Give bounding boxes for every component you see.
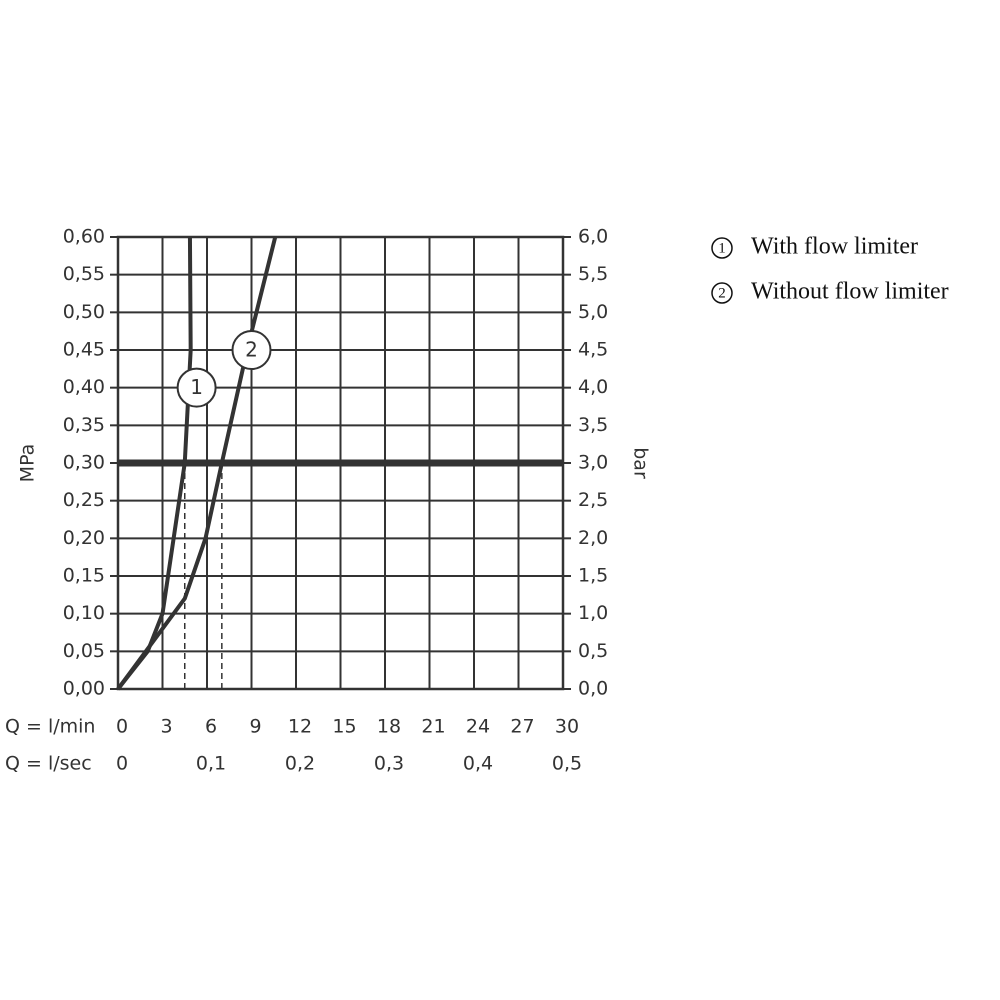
y-tick-label: 0,20 (63, 527, 105, 549)
y2-tick-label: 2,5 (578, 489, 608, 511)
x-tick-label: 30 (555, 716, 579, 738)
y2-tick-label: 0,5 (578, 640, 608, 662)
x2-axis-label: Q = l/sec (5, 753, 92, 775)
annotation-label: 1 (190, 375, 203, 399)
y-tick-label: 0,45 (63, 339, 105, 361)
x-tick-label: 18 (377, 716, 401, 738)
y2-tick-label: 3,0 (578, 452, 608, 474)
legend-label: With flow limiter (751, 234, 918, 260)
x-axis-label: Q = l/min (5, 716, 95, 738)
y-tick-label: 0,55 (63, 263, 105, 285)
x-tick-label: 6 (205, 716, 217, 738)
y-tick-label: 0,60 (63, 226, 105, 248)
x2-tick-label: 0,4 (463, 753, 493, 775)
y-tick-label: 0,25 (63, 489, 105, 511)
legend-number: 2 (718, 285, 726, 301)
x2-tick-label: 0,5 (552, 753, 582, 775)
y2-tick-label: 2,0 (578, 527, 608, 549)
y-axis-label: MPa (17, 444, 39, 483)
y2-tick-label: 4,5 (578, 339, 608, 361)
y-tick-label: 0,30 (63, 452, 105, 474)
y2-tick-label: 3,5 (578, 414, 608, 436)
y2-tick-label: 1,5 (578, 565, 608, 587)
x-tick-label: 9 (249, 716, 261, 738)
y-tick-label: 0,15 (63, 565, 105, 587)
y-tick-label: 0,00 (63, 678, 105, 700)
legend-label: Without flow limiter (751, 279, 949, 305)
legend-badge (711, 237, 733, 259)
annotation-label: 2 (245, 338, 258, 362)
y-tick-label: 0,50 (63, 301, 105, 323)
y2-tick-label: 5,0 (578, 301, 608, 323)
annotation-circle (176, 367, 217, 408)
x-tick-label: 15 (332, 716, 356, 738)
x2-tick-label: 0,3 (374, 753, 404, 775)
y2-tick-label: 4,0 (578, 376, 608, 398)
x2-tick-label: 0,1 (196, 753, 226, 775)
legend-badge (711, 282, 733, 304)
legend-number: 1 (718, 240, 726, 256)
x-tick-label: 27 (510, 716, 534, 738)
x-tick-label: 21 (421, 716, 445, 738)
x2-tick-label: 0 (116, 753, 128, 775)
x2-tick-label: 0,2 (285, 753, 315, 775)
annotation-circle (231, 330, 272, 370)
y-tick-label: 0,40 (63, 376, 105, 398)
y2-tick-label: 5,5 (578, 263, 608, 285)
y-tick-label: 0,35 (63, 414, 105, 436)
x-tick-label: 12 (288, 716, 312, 738)
x-tick-label: 3 (160, 716, 172, 738)
y-tick-label: 0,05 (63, 640, 105, 662)
y2-tick-label: 6,0 (578, 226, 608, 248)
y2-axis-label: bar (630, 447, 652, 479)
y-tick-label: 0,10 (63, 602, 105, 624)
y2-tick-label: 1,0 (578, 602, 608, 624)
x-tick-label: 0 (116, 716, 128, 738)
x-tick-label: 24 (466, 716, 490, 738)
y2-tick-label: 0,0 (578, 678, 608, 700)
